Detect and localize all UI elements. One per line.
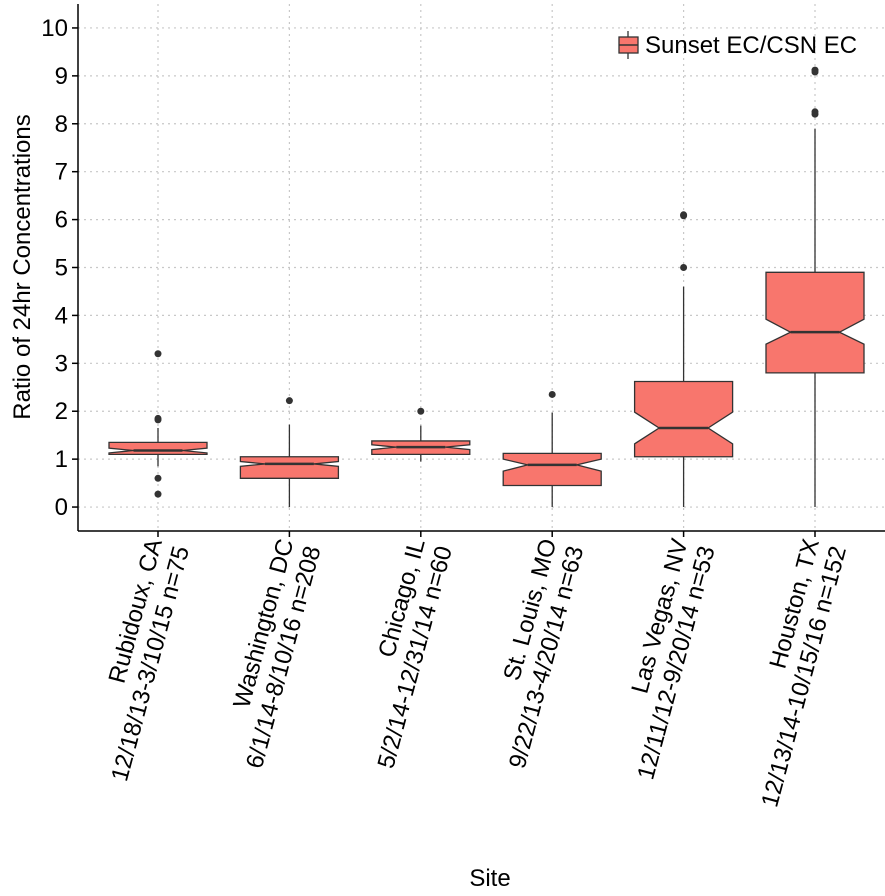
y-tick-label: 0 [55, 494, 68, 521]
outlier [680, 264, 688, 271]
y-axis-title: Ratio of 24hr Concentrations [9, 114, 36, 420]
x-tick-label: Chicago, IL5/2/14-12/31/14 n=60 [373, 536, 458, 771]
y-tick-label: 4 [55, 302, 68, 329]
x-tick-label: St. Louis, MO9/22/13-4/20/14 n=63 [498, 536, 589, 771]
y-tick-label: 10 [41, 15, 68, 42]
outlier [548, 390, 556, 398]
outlier [285, 397, 293, 405]
y-tick-label: 9 [55, 63, 68, 90]
legend-label: Sunset EC/CSN EC [645, 32, 857, 59]
box [502, 452, 602, 487]
box [765, 271, 865, 374]
x-axis-title: Site [469, 865, 510, 892]
outlier [154, 490, 162, 498]
y-tick-label: 3 [55, 350, 68, 377]
y-tick-label: 1 [55, 446, 68, 473]
outlier [811, 66, 819, 74]
box [108, 441, 208, 455]
outlier [811, 108, 819, 116]
outlier [154, 350, 162, 358]
x-tick-label: Washington, DC6/1/14-8/10/16 n=208 [228, 536, 326, 771]
box [633, 380, 734, 458]
y-tick-label: 8 [55, 111, 68, 138]
outlier [417, 407, 425, 415]
y-tick-label: 5 [55, 255, 68, 282]
outlier [680, 211, 688, 219]
y-tick-label: 7 [55, 159, 68, 186]
outlier [154, 474, 162, 482]
box [239, 456, 340, 479]
y-tick-label: 6 [55, 207, 68, 234]
y-tick-label: 2 [55, 398, 68, 425]
outlier [154, 414, 162, 422]
